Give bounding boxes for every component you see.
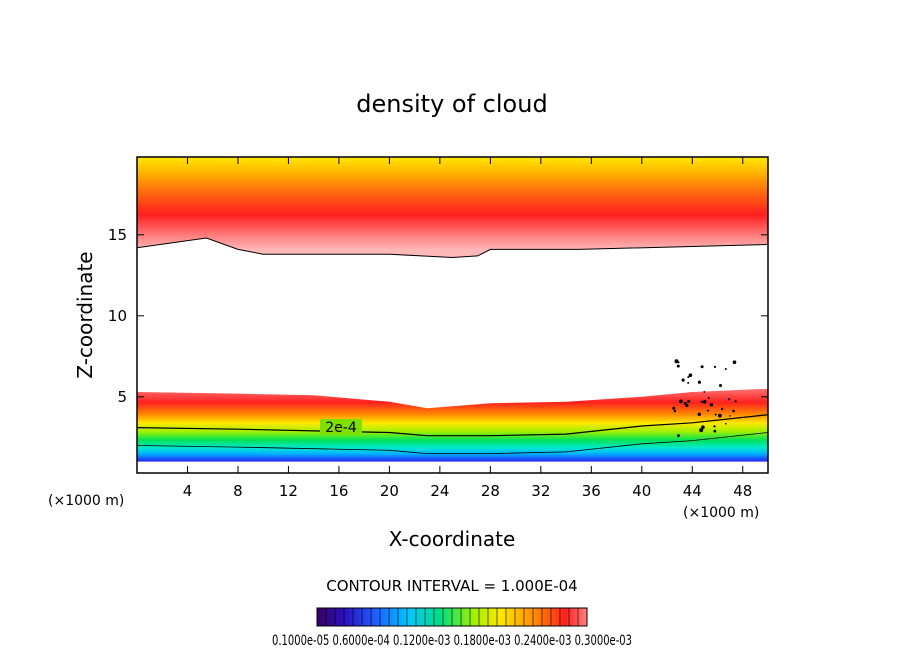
speckle-point: [699, 428, 704, 433]
convective-speckle: [672, 359, 737, 437]
speckle-point: [700, 400, 703, 403]
speckle-point: [697, 380, 702, 384]
contour-label-bg: [320, 419, 362, 435]
speckle-point: [703, 391, 706, 393]
y-axis: 5 10 15: [108, 226, 768, 406]
speckle-point: [718, 413, 722, 418]
colorbar-divisions: [325, 608, 579, 626]
speckle-point: [702, 400, 707, 404]
x-unit-label-left: (×1000 m): [48, 493, 124, 509]
plot-area: [137, 157, 768, 462]
x-tick-label: 48: [733, 482, 752, 500]
speckle-point: [687, 376, 690, 379]
upper-layer-contour: [137, 237, 768, 259]
speckle-point: [714, 413, 717, 416]
plot-frame: [136, 156, 769, 474]
contour-line-2e-4: [137, 414, 768, 437]
speckle-point: [713, 429, 717, 433]
contour-interval: CONTOUR INTERVAL = 1.000E-04: [326, 577, 577, 595]
chart-title: density of cloud: [356, 90, 547, 118]
x-unit-label-right: (×1000 m): [683, 505, 759, 521]
y-tick-label: 10: [108, 307, 127, 325]
speckle-point: [679, 399, 683, 404]
x-tick-label: 28: [481, 482, 500, 500]
speckle-point: [681, 378, 685, 382]
x-tick-label: 4: [183, 482, 193, 500]
speckle-point: [677, 434, 680, 437]
speckle-point: [677, 361, 680, 364]
speckle-point: [732, 409, 735, 413]
y-tick-label: 15: [108, 226, 127, 244]
speckle-point: [729, 415, 731, 417]
y-axis-label: Z-coordinate: [73, 251, 97, 378]
speckle-point: [732, 360, 737, 365]
speckle-point: [685, 403, 689, 408]
x-tick-label: 32: [531, 482, 550, 500]
upper-cloud-layer: [137, 157, 768, 258]
speckle-point: [673, 409, 677, 413]
speckle-point: [676, 364, 680, 368]
speckle-point: [697, 412, 701, 416]
speckle-point: [713, 365, 717, 368]
speckle-point: [709, 403, 714, 407]
speckle-point: [687, 381, 690, 384]
contour-line-lower: [137, 432, 768, 454]
x-axis-label: X-coordinate: [389, 527, 516, 551]
x-tick-label: 40: [632, 482, 651, 500]
speckle-point: [734, 400, 737, 403]
speckle-point: [687, 400, 691, 403]
speckle-point: [725, 422, 727, 425]
speckle-point: [700, 365, 704, 369]
speckle-point: [688, 373, 693, 378]
colorbar-labels: 0.1000e-05 0.6000e-04 0.1200e-03 0.1800e…: [272, 633, 632, 649]
speckle-point: [701, 425, 705, 430]
x-tick-label: 12: [279, 482, 298, 500]
x-tick-label: 24: [430, 482, 449, 500]
contour-label: 2e-4: [325, 420, 357, 436]
y-tick-label: 5: [117, 388, 127, 406]
x-tick-label: 44: [683, 482, 702, 500]
speckle-point: [728, 398, 731, 401]
speckle-point: [724, 368, 727, 370]
lower-cloud-layer: [137, 388, 768, 462]
speckle-point: [720, 407, 724, 411]
speckle-point: [707, 396, 710, 399]
x-tick-label: 36: [582, 482, 601, 500]
x-tick-label: 8: [233, 482, 243, 500]
speckle-point: [672, 406, 676, 410]
speckle-point: [719, 384, 722, 387]
x-tick-label: 16: [329, 482, 348, 500]
x-tick-label: 20: [380, 482, 399, 500]
speckle-point: [706, 409, 709, 412]
speckle-point: [713, 425, 716, 428]
x-axis: 4 8 12 16 20 24 28 32 36 40 44 48: [183, 157, 752, 500]
